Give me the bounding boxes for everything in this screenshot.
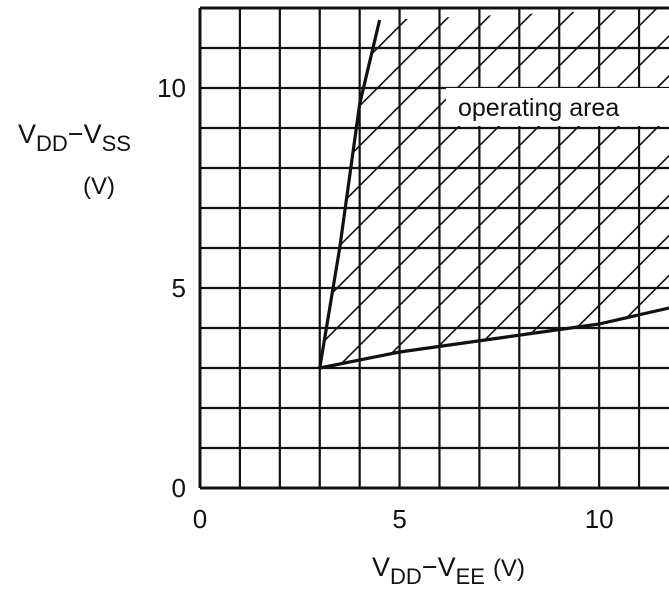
hatch-line [635, 8, 669, 368]
y-tick-label: 5 [172, 273, 186, 303]
x-axis-title-sub1: DD [390, 564, 422, 589]
x-tick-label: 5 [392, 504, 406, 534]
y-axis-title-main: V [18, 119, 36, 149]
hatch-line [319, 8, 669, 368]
y-axis-title-dash: −V [68, 119, 102, 149]
hatch-line [0, 0, 158, 508]
y-tick-label: 10 [157, 73, 186, 103]
boundary-curves [318, 19, 669, 370]
hatch-line [0, 0, 38, 508]
x-axis-title-dash: −V [422, 552, 456, 582]
boundary-curve-2 [319, 306, 669, 370]
y-axis-unit: (V) [83, 173, 115, 200]
x-tick-label: 0 [193, 504, 207, 534]
hatch-line [356, 8, 669, 368]
hatch-line [595, 8, 669, 368]
hatch-line [319, 8, 519, 368]
hatch-line [319, 8, 669, 368]
x-axis-title-main: V [372, 552, 390, 582]
x-tick-label: 10 [585, 504, 614, 534]
hatch-line [0, 0, 78, 508]
y-axis-title-sub1: DD [36, 131, 68, 156]
hatch-line [0, 0, 118, 508]
y-tick-label: 0 [172, 473, 186, 503]
hatch-line [319, 8, 669, 368]
y-axis-title-sub2: SS [102, 131, 131, 156]
operating-area-label: operating area [446, 88, 669, 126]
x-axis-title-sub2: EE [456, 564, 485, 589]
hatch-line [515, 8, 669, 368]
hatch-line [0, 0, 278, 508]
grid [198, 6, 669, 490]
x-axis-title-unit: (V) [493, 555, 525, 582]
hatch-line [319, 8, 479, 368]
operating-area-hatch [0, 0, 669, 508]
hatch-line [555, 8, 669, 368]
tick-labels: 0 5 10 0 5 10 [157, 73, 614, 534]
operating-area-label-text: operating area [458, 94, 619, 122]
y-axis-title: VDD−VSS [18, 119, 131, 156]
boundary-curve-1 [318, 19, 382, 369]
hatch-line [319, 8, 558, 368]
hatch-line [0, 0, 238, 508]
operating-area-label-background [446, 88, 669, 126]
hatch-line [435, 8, 669, 368]
x-axis-title: VDD−VEE (V) [372, 552, 525, 589]
